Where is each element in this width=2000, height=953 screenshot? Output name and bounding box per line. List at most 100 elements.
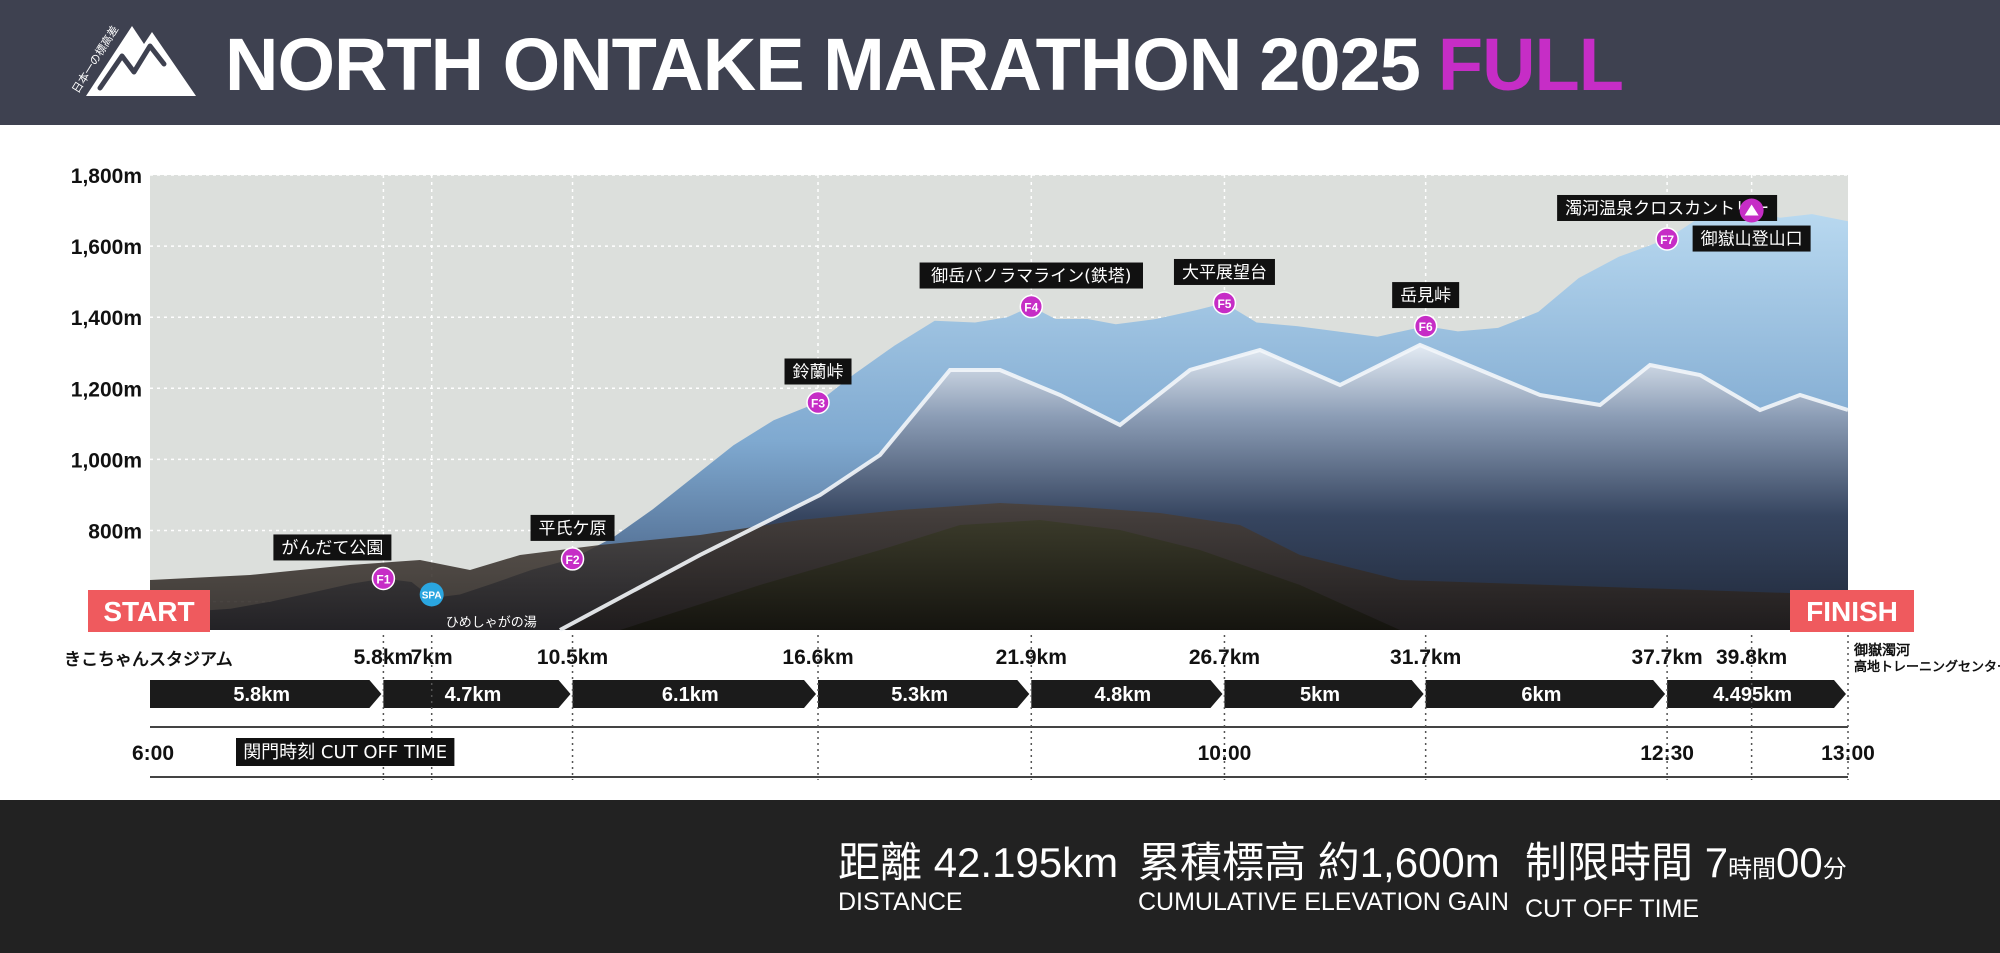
aid-station-id: F2: [566, 553, 580, 567]
y-tick-label: 1,400m: [71, 307, 142, 330]
time-limit-jp: 制限時間: [1525, 839, 1694, 886]
title-year: 2025: [1259, 23, 1421, 106]
segment-label: 5.8km: [233, 684, 290, 706]
aid-station-id: F3: [811, 397, 825, 411]
km-label: 26.7km: [1189, 646, 1260, 669]
stat-time-limit: 制限時間 7時間00分 CUT OFF TIME: [1525, 838, 1847, 923]
summit-label: 御嶽山登山口: [1701, 230, 1803, 250]
time-limit-en: CUT OFF TIME: [1525, 895, 1700, 923]
spa-marker-label: SPA: [422, 590, 442, 601]
y-tick-label: 1,200m: [71, 378, 142, 401]
aid-station-marker: [371, 566, 396, 591]
km-label-finish: 御嶽濁河: [1853, 642, 1910, 659]
mountain-logo-icon: 日本一の標高差: [69, 23, 196, 96]
y-tick-label: 1,000m: [71, 449, 142, 472]
aid-station-name: 鈴蘭峠: [793, 363, 844, 383]
segment-arrow: [1667, 680, 1846, 708]
aid-station-name: 大平展望台: [1182, 263, 1267, 283]
start-label: START: [103, 596, 194, 627]
aid-station-marker: [560, 547, 585, 571]
time-limit-hours-unit: 時間: [1728, 856, 1777, 883]
segment-arrow: [150, 680, 382, 708]
forest-foreground: [620, 520, 1400, 630]
y-tick-label: 1,800m: [71, 165, 142, 188]
aid-station-name: 岳見峠: [1400, 286, 1451, 306]
segment-arrow: [1425, 680, 1666, 708]
aid-station-label-box: [1392, 282, 1460, 309]
aid-station-name: 平氏ケ原: [539, 519, 607, 539]
aid-station-name: 御岳パノラマライン(鉄塔): [931, 267, 1131, 287]
start-finish: START FINISH: [88, 590, 1914, 632]
summit-mountain-icon: [1744, 204, 1759, 216]
aid-station-label-box: [919, 262, 1143, 289]
km-label: 10.5km: [537, 646, 608, 669]
aid-station-marker: [1212, 291, 1237, 315]
km-label: 7km: [411, 646, 453, 669]
aid-station-id: F5: [1217, 297, 1231, 311]
footer: 距離 42.195km DISTANCE 累積標高 約1,600m CUMULA…: [0, 800, 2000, 953]
aid-station-label-box: [273, 534, 392, 561]
segment-label: 4.7km: [445, 684, 502, 706]
stat-distance: 距離 42.195km DISTANCE: [838, 838, 1118, 916]
time-limit-minutes: 00: [1776, 839, 1823, 886]
km-label: 5.8km: [354, 646, 414, 669]
km-label-finish-line2: 高地トレーニングセンター: [1854, 659, 2000, 675]
segment-label: 5.3km: [891, 684, 948, 706]
aid-station-id: F1: [376, 572, 390, 586]
aid-station-id: F7: [1660, 233, 1674, 247]
time-limit-hours: 7: [1704, 839, 1729, 886]
cutoff-time: 6:00: [132, 742, 174, 765]
spa-name: ひめしゃがの湯: [446, 615, 537, 630]
title-category: FULL: [1437, 23, 1624, 106]
distance-jp: 距離: [838, 839, 923, 886]
segment-arrow: [1224, 680, 1424, 708]
km-label: 39.8km: [1716, 646, 1787, 669]
elevation-gain-jp: 累積標高: [1138, 839, 1307, 886]
aid-station-marker: [1655, 227, 1679, 251]
segment-arrow: [572, 680, 817, 708]
segment-arrow: [818, 680, 1030, 708]
stat-elevation-gain: 累積標高 約1,600m CUMULATIVE ELEVATION GAIN: [1138, 838, 1509, 916]
aid-station-id: F4: [1024, 301, 1038, 315]
profile-area: [150, 210, 1849, 632]
segment-label: 4.495km: [1713, 684, 1792, 706]
time-limit-minutes-unit: 分: [1822, 856, 1847, 883]
cutoff-label: 関門時刻 CUT OFF TIME: [243, 742, 447, 763]
segment-arrow: [1031, 680, 1223, 708]
snow-ridge: [559, 342, 1849, 632]
finish-badge: [1790, 590, 1914, 632]
spa-subname: 飲泉場: [446, 632, 485, 648]
finish-label: FINISH: [1806, 596, 1898, 627]
segment-label: 5km: [1300, 684, 1340, 706]
aid-station-name: 濁河温泉クロスカントリー: [1565, 199, 1769, 219]
aid-station-label-box: [530, 514, 615, 541]
aid-station-label-box: [1173, 258, 1275, 285]
header: 日本一の標高差 NORTH ONTAKE MARATHON 2025 FULL: [0, 0, 2000, 125]
segment-arrow: [383, 680, 571, 708]
page-title: NORTH ONTAKE MARATHON 2025 FULL: [225, 20, 1624, 110]
elevation-gain-en: CUMULATIVE ELEVATION GAIN: [1138, 888, 1509, 916]
distance-en: DISTANCE: [838, 888, 963, 916]
km-label: 16.6km: [782, 646, 853, 669]
cutoff-times: 関門時刻 CUT OFF TIME 6:00 10:00 12:30 13:00: [132, 635, 1875, 780]
cutoff-time: 10:00: [1198, 742, 1252, 765]
distance-value: 42.195km: [933, 839, 1119, 886]
segment-label: 6.1km: [662, 684, 719, 706]
y-tick-label: 1,600m: [71, 236, 142, 259]
km-label-start: きこちゃんスタジアム: [64, 650, 233, 670]
cutoff-label-box: [236, 738, 455, 766]
aid-station-marker: [806, 390, 830, 415]
aid-station-marker: [1413, 314, 1438, 338]
elevation-gain-value: 約1,600m: [1317, 839, 1500, 886]
cutoff-time: 13:00: [1821, 742, 1875, 765]
aid-station-id: F6: [1419, 320, 1433, 334]
title-main: NORTH ONTAKE MARATHON: [225, 23, 1242, 106]
km-label: 21.9km: [996, 646, 1067, 669]
spa-marker: [419, 582, 444, 607]
summit-label-box: [1692, 225, 1811, 252]
km-label: 37.7km: [1631, 646, 1702, 669]
